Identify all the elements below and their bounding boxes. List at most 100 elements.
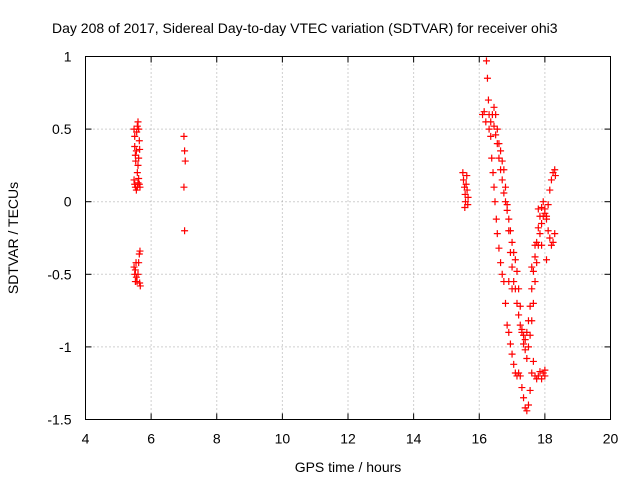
x-tick-label: 8: [213, 431, 221, 447]
data-point: [505, 227, 513, 235]
data-point: [516, 321, 524, 329]
data-point: [515, 311, 523, 319]
data-point: [498, 176, 506, 184]
data-point: [498, 157, 506, 165]
data-point: [533, 259, 541, 267]
data-point: [492, 215, 500, 223]
data-point: [510, 360, 518, 368]
data-point: [536, 230, 544, 238]
data-point: [536, 212, 544, 220]
y-axis-title: SDTVAR / TECUs: [5, 182, 21, 294]
data-point: [135, 137, 143, 145]
data-point: [487, 132, 495, 140]
data-point: [547, 176, 555, 184]
data-point: [492, 111, 500, 119]
data-point: [491, 198, 499, 206]
chart-title: Day 208 of 2017, Sidereal Day-to-day VTE…: [52, 20, 558, 36]
data-point: [546, 186, 554, 194]
x-tick-label: 12: [340, 431, 356, 447]
data-point: [485, 125, 493, 133]
data-point: [508, 350, 516, 358]
data-point: [505, 215, 513, 223]
data-point: [539, 198, 547, 206]
data-point: [488, 154, 496, 162]
y-tick-label: -0.5: [47, 266, 71, 282]
data-point: [133, 169, 141, 177]
data-point: [181, 227, 189, 235]
y-tick-label: -1: [59, 339, 72, 355]
data-point: [508, 263, 516, 271]
data-point: [497, 259, 505, 267]
grid: [85, 56, 611, 420]
data-point: [493, 125, 501, 133]
data-point: [490, 103, 498, 111]
data-point: [495, 244, 503, 252]
data-point: [538, 219, 546, 227]
data-point: [513, 299, 521, 307]
data-point: [508, 238, 516, 246]
data-point: [520, 394, 528, 402]
data-point: [506, 340, 514, 348]
data-point: [513, 267, 521, 275]
data-point: [489, 169, 497, 177]
x-tick-label: 16: [471, 431, 487, 447]
data-point: [502, 299, 509, 307]
data-point: [463, 186, 471, 194]
y-tick-label: 0.5: [52, 121, 72, 137]
data-point: [136, 247, 144, 255]
data-point: [134, 118, 142, 126]
data-point: [181, 147, 189, 155]
data-point: [500, 166, 508, 174]
data-point: [523, 355, 531, 363]
data-point: [492, 131, 500, 139]
data-point: [498, 270, 506, 278]
data-point: [543, 212, 551, 220]
data-point: [460, 176, 467, 184]
y-tick-label: -1.5: [47, 412, 71, 428]
data-point: [505, 328, 513, 336]
data-point: [523, 407, 531, 415]
plot-frame: [85, 56, 611, 420]
data-point: [541, 372, 549, 380]
data-point: [135, 259, 143, 267]
data-point: [132, 147, 140, 155]
data-point: [459, 169, 467, 177]
data-point: [464, 193, 472, 201]
data-point: [543, 256, 551, 264]
data-point: [487, 118, 495, 126]
data-point: [529, 267, 537, 275]
data-point: [528, 285, 536, 293]
data-point: [551, 172, 559, 180]
data-point: [521, 336, 529, 344]
data-point: [523, 328, 531, 336]
data-point: [526, 302, 534, 310]
data-point: [544, 227, 552, 235]
data-point: [181, 157, 189, 165]
data-point: [483, 74, 491, 82]
data-point: [538, 204, 546, 212]
data-point: [503, 321, 511, 329]
data-point: [131, 132, 139, 140]
data-point: [180, 132, 188, 140]
x-tick-label: 4: [82, 431, 90, 447]
data-point: [531, 278, 539, 286]
data-point: [495, 140, 503, 148]
data-point: [538, 241, 546, 249]
data-point: [500, 189, 508, 197]
data-point: [534, 224, 542, 232]
data-point: [180, 183, 188, 191]
data-point: [524, 401, 532, 409]
data-point: [493, 230, 501, 238]
data-point: [516, 372, 524, 380]
data-point: [520, 340, 528, 348]
data-point: [549, 238, 557, 246]
x-tick-label: 14: [406, 431, 422, 447]
data-point: [134, 161, 142, 169]
data-point: [536, 368, 544, 376]
data-point: [524, 317, 532, 325]
data-point: [534, 205, 542, 213]
data-point: [484, 96, 492, 104]
data-point: [464, 201, 472, 209]
x-tick-label: 18: [537, 431, 553, 447]
data-point: [462, 180, 470, 188]
